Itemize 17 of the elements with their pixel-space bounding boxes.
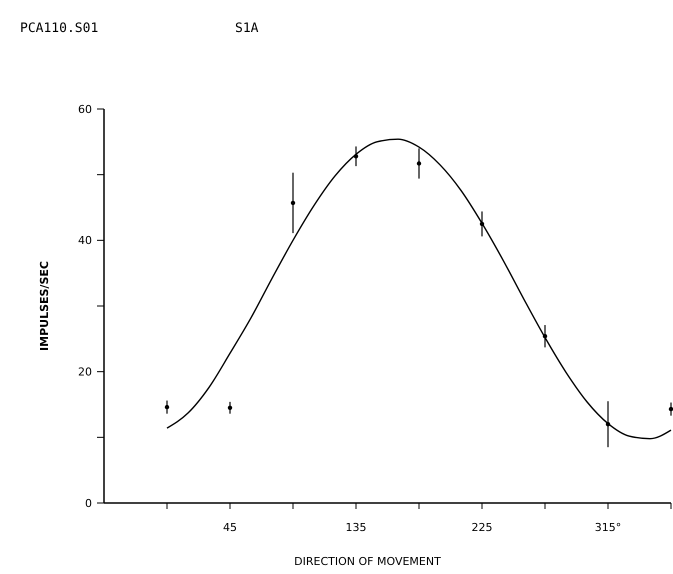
point bbox=[164, 404, 170, 410]
point bbox=[290, 200, 296, 206]
chart-subtitle: S1A bbox=[235, 21, 259, 36]
point bbox=[416, 161, 422, 166]
chart-title: PCA110.S01 bbox=[20, 21, 98, 36]
x-axis-title: DIRECTION OF MOVEMENT bbox=[294, 555, 442, 568]
y-axis-title: IMPULSES/SEC bbox=[38, 261, 51, 351]
point bbox=[668, 406, 673, 412]
y-tick-label: 60 bbox=[78, 102, 92, 116]
y-tick-label: 0 bbox=[85, 496, 92, 510]
x-tick-label: 315° bbox=[594, 521, 622, 534]
y-tick-label: 40 bbox=[78, 234, 92, 248]
point bbox=[228, 406, 232, 410]
x-tick-label: 45 bbox=[223, 521, 237, 534]
x-tick-label: 135 bbox=[346, 521, 366, 534]
x-tick-label: 225 bbox=[472, 521, 492, 534]
y-tick-label: 20 bbox=[78, 366, 92, 379]
